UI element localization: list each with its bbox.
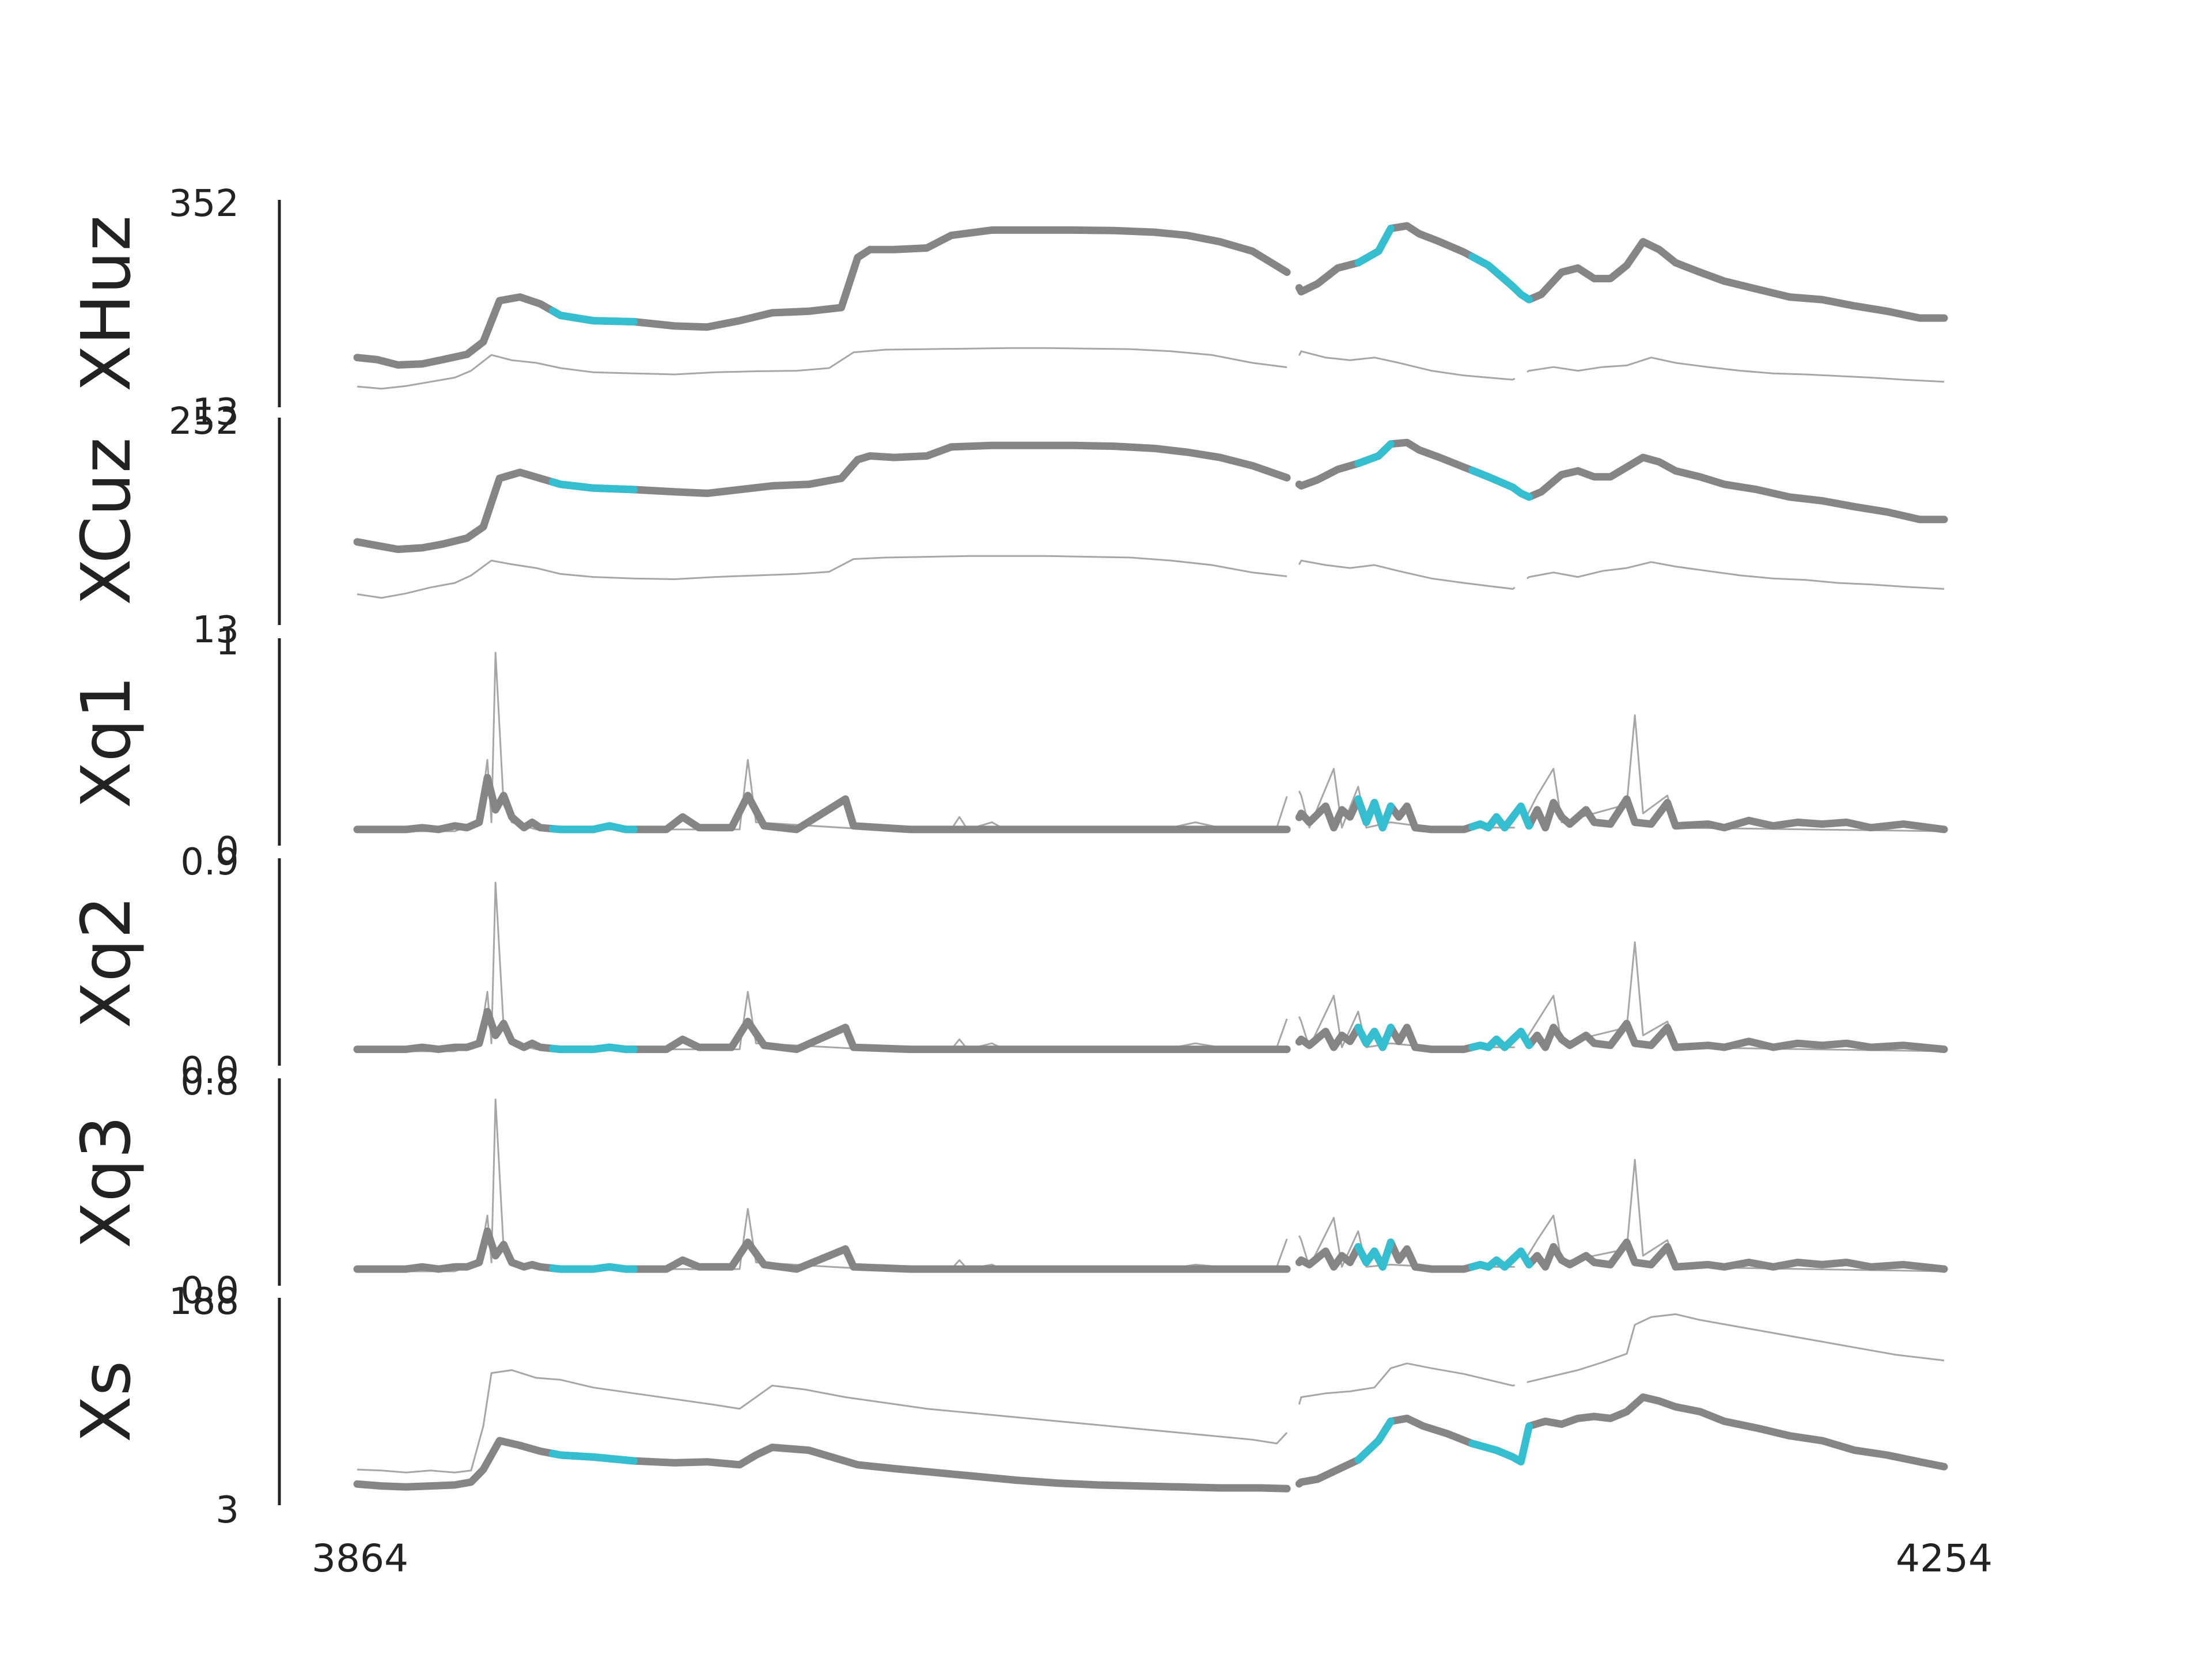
series-thin-line bbox=[1298, 1362, 1516, 1405]
series-main-line bbox=[353, 1227, 1291, 1273]
y-axis-label: Xq2 bbox=[66, 896, 146, 1029]
y-axis-label: Xq3 bbox=[66, 1116, 146, 1249]
series-thin-line bbox=[357, 1099, 1288, 1272]
series-thin-line bbox=[357, 1369, 1288, 1474]
series-main-line bbox=[353, 441, 1291, 554]
y-axis-label: Xs bbox=[66, 1361, 146, 1442]
y-tick-label-min: 13 bbox=[192, 391, 239, 434]
panel-xhuz: XHuz 352 13 bbox=[66, 183, 1948, 434]
series-thin-line bbox=[1527, 561, 1945, 590]
series-highlight-line bbox=[548, 822, 638, 834]
series-thin-line bbox=[357, 881, 1288, 1052]
y-tick-label-max: 252 bbox=[169, 400, 239, 443]
series-highlight-line bbox=[1354, 225, 1395, 267]
series-thin-line bbox=[357, 347, 1287, 390]
series-thin-line bbox=[1527, 1313, 1945, 1383]
series-main-line bbox=[1295, 438, 1519, 493]
y-axis-label: Xq1 bbox=[66, 676, 146, 809]
y-axis-label: XHuz bbox=[66, 215, 146, 392]
panels-layer: XHuz35213XCuz25213Xq110Xq20.90.0Xq30.80.… bbox=[66, 183, 1948, 1532]
x-tick-label-start: 3864 bbox=[312, 1536, 408, 1581]
series-main-line bbox=[353, 1007, 1291, 1054]
series-main-line bbox=[1523, 453, 1948, 524]
y-axis-label: XCuz bbox=[66, 437, 146, 605]
y-tick-label-min: 0.0 bbox=[180, 1270, 239, 1312]
panel-xq3: Xq3 0.8 0.0 bbox=[66, 1061, 1948, 1312]
series-main-line bbox=[353, 774, 1291, 834]
series-thin-line bbox=[357, 555, 1287, 599]
y-tick-label-max: 0.9 bbox=[180, 841, 239, 884]
y-tick-label-min: 0.0 bbox=[180, 1050, 239, 1092]
series-highlight-line bbox=[1468, 1028, 1533, 1051]
series-highlight-line bbox=[1468, 467, 1533, 501]
panel-xq2: Xq2 0.9 0.0 bbox=[66, 841, 1948, 1092]
y-tick-label-min: 3 bbox=[215, 1489, 239, 1532]
series-main-line bbox=[1523, 1238, 1948, 1273]
series-highlight-line bbox=[1354, 795, 1395, 832]
y-tick-label-min: 13 bbox=[192, 609, 239, 652]
series-highlight-line bbox=[1468, 253, 1533, 304]
series-thin-line bbox=[1298, 350, 1516, 381]
y-tick-label-min: 0 bbox=[215, 830, 239, 872]
panel-xq1: Xq1 1 0 bbox=[66, 621, 1948, 872]
series-main-line bbox=[1523, 1020, 1948, 1054]
series-thin-line bbox=[1527, 357, 1945, 383]
series-highlight-line bbox=[1468, 1247, 1533, 1271]
series-highlight-line bbox=[548, 1449, 638, 1465]
series-main-line bbox=[353, 226, 1291, 369]
series-highlight-line bbox=[548, 307, 638, 325]
series-thin-line bbox=[1298, 559, 1516, 590]
series-main-line bbox=[1523, 795, 1948, 834]
panel-xcuz: XCuz 252 13 bbox=[66, 400, 1948, 652]
series-highlight-line bbox=[1354, 1238, 1395, 1271]
y-tick-label-max: 0.8 bbox=[180, 1061, 239, 1104]
panel-xs: Xs 188 3 bbox=[66, 1281, 1948, 1532]
series-main-line bbox=[353, 1437, 1291, 1493]
series-highlight-line bbox=[1468, 1422, 1533, 1466]
series-highlight-line bbox=[1354, 440, 1395, 467]
y-tick-label-max: 188 bbox=[169, 1281, 239, 1323]
series-highlight-line bbox=[1354, 1024, 1395, 1051]
series-highlight-line bbox=[548, 1043, 638, 1054]
x-axis: 3864 4254 bbox=[312, 1536, 1993, 1581]
series-main-line bbox=[1523, 1393, 1948, 1471]
series-highlight-line bbox=[548, 478, 638, 494]
series-highlight-line bbox=[1468, 802, 1533, 832]
series-highlight-line bbox=[1354, 1417, 1395, 1464]
y-tick-label-max: 352 bbox=[169, 183, 239, 225]
x-tick-label-end: 4254 bbox=[1896, 1536, 1993, 1581]
series-main-line bbox=[1523, 238, 1948, 322]
series-main-line bbox=[1295, 1414, 1519, 1488]
y-tick-label-max: 1 bbox=[215, 621, 239, 664]
series-highlight-line bbox=[548, 1263, 638, 1273]
